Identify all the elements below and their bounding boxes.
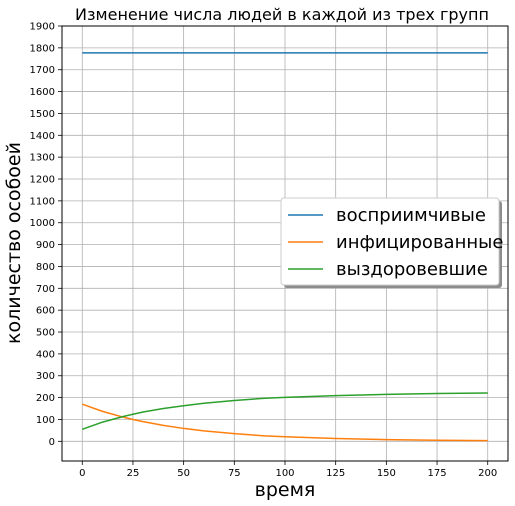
y-tick-label: 1700	[30, 65, 55, 76]
y-tick-label: 1600	[30, 87, 55, 98]
x-tick-label: 175	[427, 468, 446, 479]
y-tick-label: 800	[36, 262, 55, 273]
chart-title: Изменение числа людей в каждой из трех г…	[75, 5, 489, 24]
y-tick-label: 1800	[30, 43, 55, 54]
y-axis-label: количество особоей	[3, 142, 25, 344]
x-tick-label: 75	[228, 468, 241, 479]
y-tick-label: 400	[36, 349, 55, 360]
y-tick-label: 1000	[30, 218, 55, 229]
y-tick-label: 500	[36, 328, 55, 339]
plot-lines	[82, 52, 488, 442]
x-tick-label: 150	[377, 468, 396, 479]
y-tick-label: 1900	[30, 22, 55, 33]
y-tick-label: 900	[36, 240, 55, 251]
y-tick-label: 1100	[30, 196, 55, 207]
y-tick-label: 600	[36, 306, 55, 317]
x-tick-label: 200	[478, 468, 497, 479]
legend-label-2: инфицированные	[336, 232, 503, 253]
y-tick-label: 1500	[30, 109, 55, 120]
x-tick-label: 100	[275, 468, 294, 479]
y-tick-label: 1400	[30, 131, 55, 142]
y-tick-label: 0	[49, 437, 55, 448]
series-line-2	[82, 403, 488, 442]
y-tick-label: 1300	[30, 153, 55, 164]
legend: восприимчивые инфицированные выздоровевшие	[280, 197, 503, 288]
legend-box	[280, 197, 500, 286]
y-tick-label: 200	[36, 393, 55, 404]
x-tick-label: 125	[326, 468, 345, 479]
x-axis: 0 25 50 75 100 125 150 175 200	[79, 461, 497, 479]
y-tick-label: 700	[36, 284, 55, 295]
legend-label-1: восприимчивые	[336, 205, 486, 226]
x-tick-label: 50	[177, 468, 190, 479]
y-tick-label: 300	[36, 371, 55, 382]
series-line-3	[82, 392, 488, 431]
x-axis-label: время	[255, 479, 316, 501]
y-tick-label: 1200	[30, 175, 55, 186]
legend-label-3: выздоровевшие	[336, 259, 488, 280]
y-axis: 0 100 200 300 400 500 600 700 800 900 1000 1100 1200…	[30, 22, 62, 448]
x-tick-label: 25	[127, 468, 140, 479]
y-tick-label: 100	[36, 415, 55, 426]
x-tick-label: 0	[79, 468, 85, 479]
